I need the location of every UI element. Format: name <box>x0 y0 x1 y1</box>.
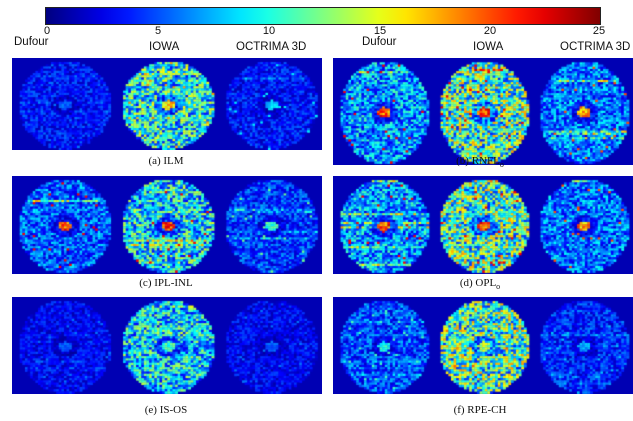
colorbar <box>45 7 601 25</box>
panel-c-ipl-inl <box>12 176 322 274</box>
colorbar-tick-5: 5 <box>154 25 162 37</box>
colorbar-tick-10: 10 <box>262 25 276 37</box>
colorbar-tick-0: 0 <box>43 25 51 37</box>
method-label-iowa-left: IOWA <box>149 41 180 53</box>
panel-d-oplo <box>333 176 633 274</box>
caption-f: (f) RPE-CH <box>453 404 507 416</box>
caption-d: (d) OPLo <box>460 277 500 291</box>
colorbar-tick-25: 25 <box>592 25 606 37</box>
method-label-dufour-right: Dufour <box>362 36 397 48</box>
caption-c: (c) IPL-INL <box>139 277 193 289</box>
caption-b-sub: o <box>499 160 504 170</box>
method-label-iowa-right: IOWA <box>473 41 504 53</box>
caption-d-sub: o <box>496 282 501 292</box>
caption-b: (b) RNFLo <box>456 155 504 169</box>
method-label-octrima-left: OCTRIMA 3D <box>236 41 307 53</box>
colorbar-tick-15: 15 <box>373 25 387 37</box>
panel-e-is-os <box>12 297 322 394</box>
heatmap-d <box>333 176 633 274</box>
heatmap-f <box>333 297 633 394</box>
heatmap-e <box>12 297 322 394</box>
caption-d-main: (d) OPL <box>459 277 497 289</box>
colorbar-tick-20: 20 <box>483 25 497 37</box>
method-label-dufour-left: Dufour <box>14 36 49 48</box>
heatmap-b <box>333 58 633 165</box>
panel-f-rpe-ch <box>333 297 633 394</box>
caption-e: (e) IS-OS <box>144 404 188 416</box>
heatmap-a <box>12 58 322 150</box>
panel-a-ilm <box>12 58 322 150</box>
panel-b-rnflo <box>333 58 633 165</box>
heatmap-c <box>12 176 322 274</box>
method-label-octrima-right: OCTRIMA 3D <box>560 41 631 53</box>
caption-a: (a) ILM <box>148 155 184 167</box>
caption-b-main: (b) RNFL <box>456 155 500 167</box>
